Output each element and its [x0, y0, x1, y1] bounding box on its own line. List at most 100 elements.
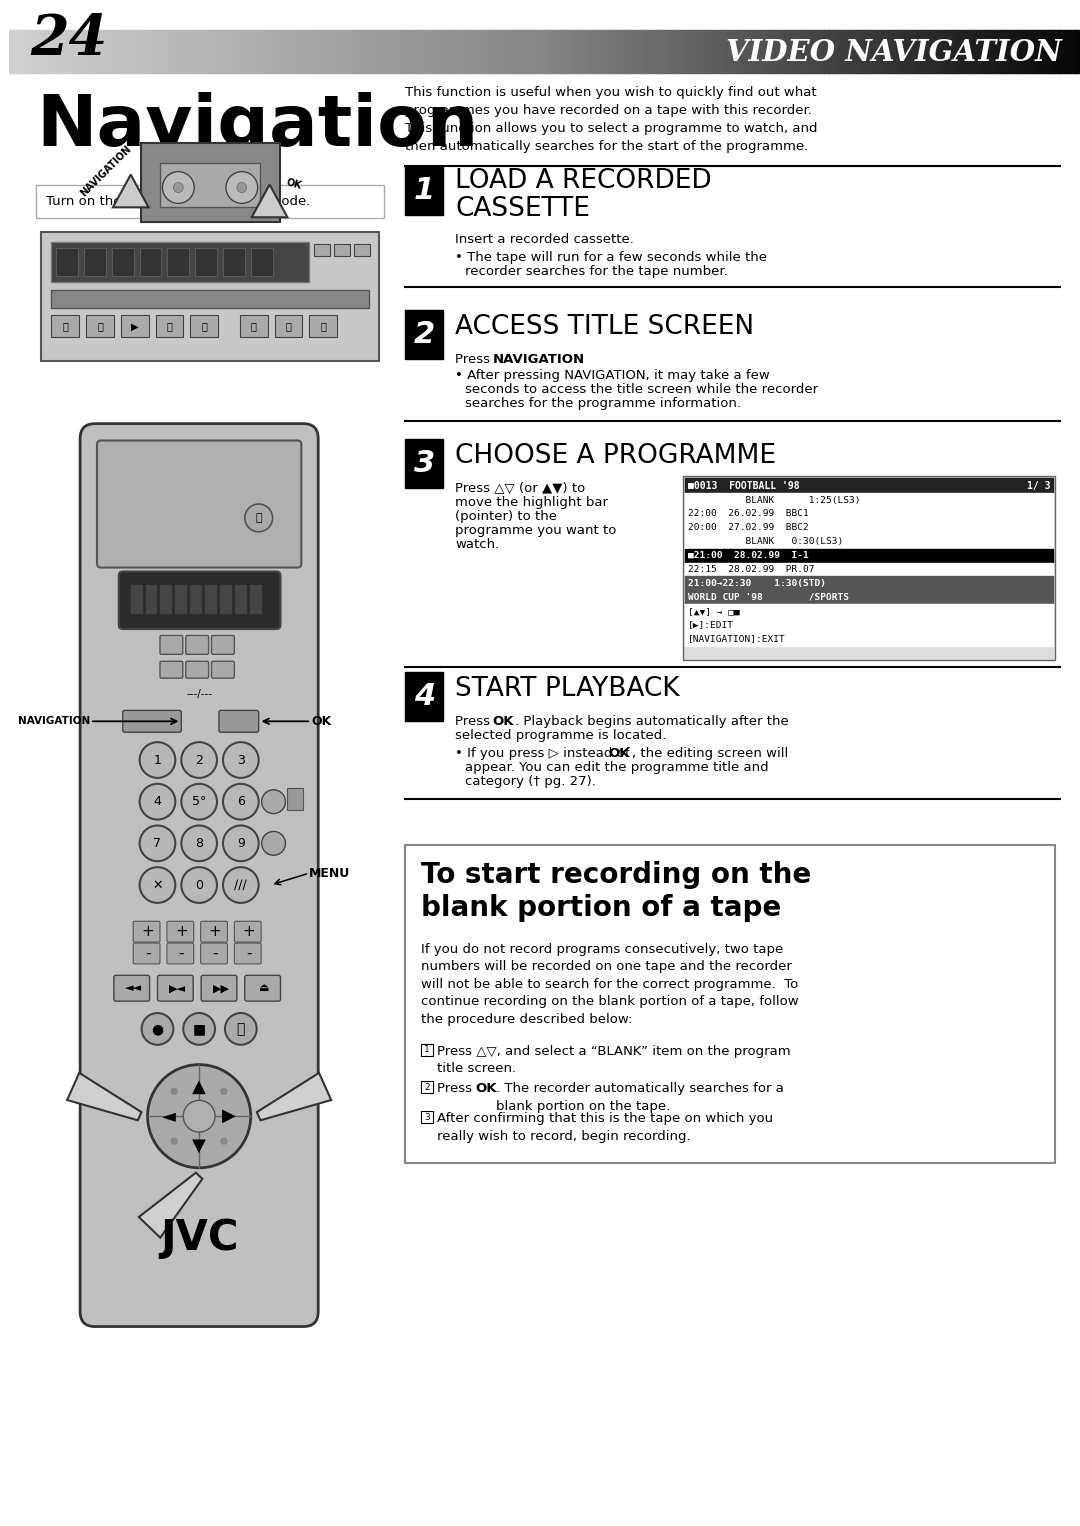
- Text: -: -: [178, 946, 184, 961]
- Bar: [903, 29, 909, 73]
- Bar: [684, 476, 1055, 659]
- Bar: [57, 29, 64, 73]
- Bar: [309, 29, 315, 73]
- Text: Press △▽ (or ▲▼) to: Press △▽ (or ▲▼) to: [455, 482, 585, 496]
- Text: OK: OK: [492, 716, 514, 728]
- Bar: [161, 586, 172, 613]
- Bar: [685, 591, 1053, 604]
- Bar: [758, 29, 765, 73]
- Bar: [919, 29, 926, 73]
- Text: NAVIGATION: NAVIGATION: [17, 716, 90, 726]
- Text: -: -: [145, 946, 150, 961]
- FancyBboxPatch shape: [133, 943, 160, 964]
- Text: 4: 4: [414, 682, 435, 711]
- Bar: [685, 618, 1053, 632]
- Text: , the editing screen will: , the editing screen will: [632, 748, 788, 760]
- Text: 3: 3: [424, 1112, 430, 1122]
- Bar: [624, 29, 631, 73]
- Circle shape: [222, 826, 259, 861]
- Text: 1: 1: [414, 175, 435, 204]
- Bar: [139, 249, 161, 276]
- Bar: [234, 586, 246, 613]
- Bar: [872, 29, 877, 73]
- Bar: [314, 29, 321, 73]
- Bar: [373, 29, 379, 73]
- Text: +: +: [208, 925, 221, 938]
- Bar: [769, 29, 775, 73]
- FancyBboxPatch shape: [80, 424, 319, 1326]
- Bar: [501, 29, 508, 73]
- Bar: [517, 29, 524, 73]
- Bar: [421, 1082, 433, 1094]
- Text: To start recording on the
blank portion of a tape: To start recording on the blank portion …: [421, 861, 811, 922]
- FancyBboxPatch shape: [186, 635, 208, 655]
- Bar: [36, 29, 42, 73]
- Text: Turn on the TV and select the AV mode.: Turn on the TV and select the AV mode.: [46, 195, 311, 208]
- Text: CHOOSE A PROGRAMME: CHOOSE A PROGRAMME: [455, 443, 777, 468]
- Bar: [834, 29, 840, 73]
- Text: JVC: JVC: [160, 1218, 239, 1259]
- FancyBboxPatch shape: [160, 635, 183, 655]
- Bar: [582, 29, 589, 73]
- Bar: [146, 586, 157, 613]
- Bar: [274, 316, 302, 337]
- Bar: [116, 29, 122, 73]
- FancyBboxPatch shape: [186, 661, 208, 678]
- Bar: [175, 586, 186, 613]
- Bar: [25, 29, 31, 73]
- Text: 2: 2: [195, 754, 203, 766]
- Text: 1/ 3: 1/ 3: [1027, 481, 1050, 491]
- Circle shape: [181, 867, 217, 903]
- FancyBboxPatch shape: [133, 922, 160, 942]
- Bar: [881, 29, 888, 73]
- Text: Press: Press: [437, 1082, 476, 1096]
- Text: OK: OK: [609, 748, 631, 760]
- Text: ■: ■: [192, 1022, 205, 1036]
- Bar: [700, 29, 706, 73]
- Bar: [400, 29, 406, 73]
- Bar: [161, 163, 259, 208]
- Bar: [9, 29, 15, 73]
- Text: ◄: ◄: [162, 1108, 176, 1125]
- Bar: [362, 29, 368, 73]
- Text: LOAD A RECORDED
CASSETTE: LOAD A RECORDED CASSETTE: [455, 168, 712, 221]
- Bar: [528, 29, 535, 73]
- Bar: [220, 586, 231, 613]
- Bar: [421, 29, 428, 73]
- Bar: [685, 478, 1053, 493]
- Bar: [801, 29, 808, 73]
- Bar: [978, 29, 985, 73]
- Bar: [405, 29, 411, 73]
- Text: ⏹: ⏹: [251, 322, 257, 331]
- Bar: [255, 29, 261, 73]
- Text: ⏻: ⏻: [255, 513, 262, 523]
- Text: seconds to access the title screen while the recorder: seconds to access the title screen while…: [465, 383, 819, 395]
- Polygon shape: [257, 1073, 332, 1120]
- Text: ◄◄: ◄◄: [125, 983, 143, 993]
- Bar: [244, 29, 251, 73]
- Bar: [14, 29, 21, 73]
- Bar: [336, 29, 341, 73]
- Text: ▲: ▲: [192, 1077, 206, 1096]
- Bar: [615, 29, 620, 73]
- Text: [▶]:EDIT: [▶]:EDIT: [688, 621, 734, 630]
- Bar: [785, 29, 792, 73]
- Bar: [83, 29, 90, 73]
- Bar: [475, 29, 481, 73]
- Text: 24: 24: [30, 12, 108, 67]
- Bar: [812, 29, 819, 73]
- Bar: [481, 29, 486, 73]
- FancyBboxPatch shape: [219, 711, 259, 732]
- Bar: [571, 29, 578, 73]
- Text: . The recorder automatically searches for a
blank portion on the tape.: . The recorder automatically searches fo…: [496, 1082, 784, 1112]
- Bar: [213, 29, 218, 73]
- Text: • If you press ▷ instead of: • If you press ▷ instead of: [455, 748, 634, 760]
- Text: ⏭: ⏭: [201, 322, 207, 331]
- Bar: [378, 29, 384, 73]
- Bar: [1048, 29, 1054, 73]
- Bar: [228, 29, 234, 73]
- Bar: [287, 787, 303, 810]
- Circle shape: [221, 1138, 227, 1144]
- Text: BLANK      1:25(LS3): BLANK 1:25(LS3): [688, 496, 861, 505]
- Bar: [56, 249, 78, 276]
